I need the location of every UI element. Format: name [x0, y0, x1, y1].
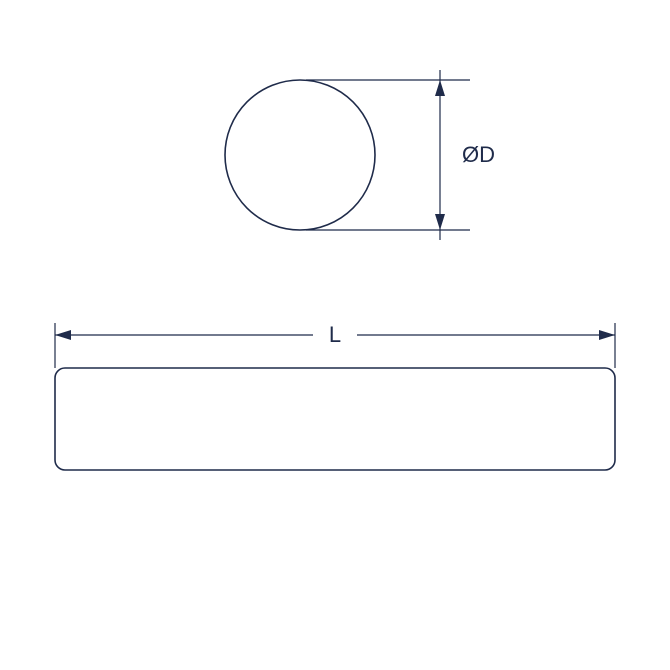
technical-drawing: ØD L: [0, 0, 670, 670]
length-label: L: [329, 322, 341, 347]
diameter-label: ØD: [462, 142, 495, 167]
